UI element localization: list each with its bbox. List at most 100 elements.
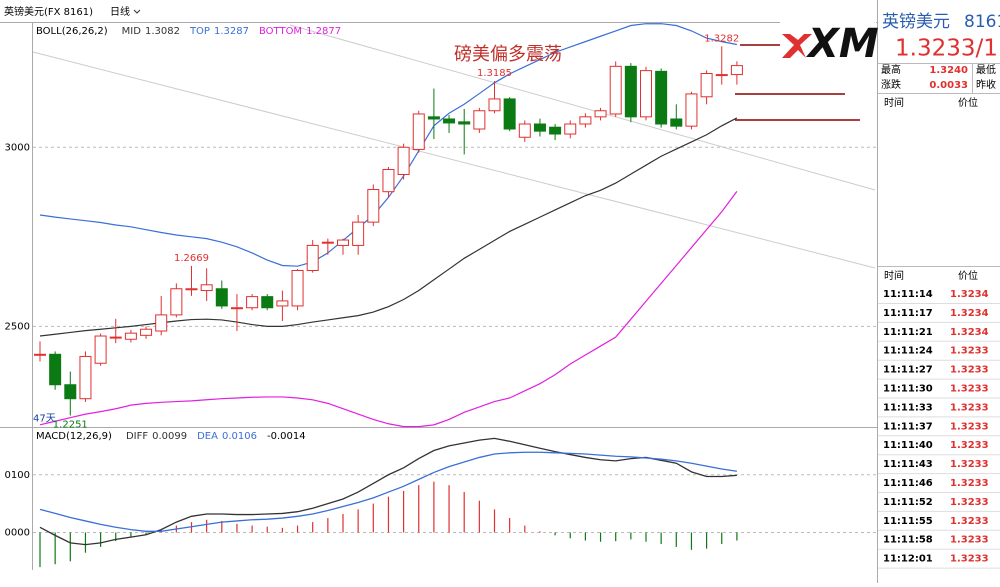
tick-time: 11:11:52 [883,497,933,508]
candle-body [367,189,380,223]
symbol: 英镑美元(FX 8161) [4,5,93,18]
candle-body [443,118,456,124]
tick-time: 11:11:43 [883,459,933,470]
legend-name: MID [122,26,142,37]
tick-time: 11:11:14 [883,289,933,300]
candle-body [473,110,486,130]
candle-body [488,98,501,112]
candle-body [79,355,92,400]
trend-line [289,24,876,191]
candle-body [49,353,62,386]
indicator-label: BOLL(26,26,2) [36,26,108,37]
price-annotation: 1.3282 [704,33,739,44]
column-header: 价位 [958,269,978,282]
tick-price: 1.3233 [950,459,989,470]
quote-panel: 英镑美元81611.3233/1.最高1.3240最低涨跌0.0033昨收时间价… [878,12,1000,569]
price-annotation: 1.3185 [477,68,512,79]
candle-body [109,336,122,339]
candle-body [155,314,168,332]
y-tick-label: 0100 [5,470,30,481]
tick-time: 11:11:40 [883,440,933,451]
candle-body [655,70,668,125]
candle-body [609,65,622,115]
candle-body [382,168,395,193]
stat-value: 1.3240 [929,65,968,76]
boll-line [39,23,738,267]
tick-price: 1.3233 [950,365,989,376]
chart-title: 磅美偏多震荡 [454,44,562,65]
candle-body [352,221,365,246]
stat-label: 涨跌 [881,78,901,91]
candle-body [518,123,531,138]
stat-label: 昨收 [976,78,996,91]
candle-body [215,288,228,307]
stat-label: 最低 [976,63,996,76]
macd-line [39,451,737,532]
tick-time: 11:11:33 [883,402,933,413]
indicator-label: MACD(12,26,9) [36,431,112,442]
tick-price: 1.3234 [950,289,989,300]
tick-price: 1.3233 [950,478,989,489]
tick-time: 11:11:30 [883,384,933,395]
legend-name: DEA [197,431,218,442]
candle-body [730,65,743,76]
candle-body [670,118,683,127]
candle-body [427,116,440,120]
dropdown-icon [133,9,141,14]
day-count: 47天 [33,414,56,425]
candle-body [624,65,637,118]
tick-price: 1.3233 [950,497,989,508]
candle-body [246,296,259,309]
quote-code: 8161 [964,12,1000,32]
trend-line [32,51,876,269]
legend-value: 1.3287 [214,26,249,37]
candle-body [261,296,274,309]
logo-mark [782,34,812,58]
tick-price: 1.3233 [950,516,989,527]
candle-body [640,70,652,118]
quote-name: 英镑美元 [882,12,950,32]
legend-value: 0.0099 [152,431,187,442]
period: 日线 [110,5,130,18]
candle-body [700,73,713,98]
price-annotation: 1.2669 [174,253,209,264]
tick-price: 1.3233 [950,421,989,432]
legend-name: BOTTOM [259,26,302,37]
candle-body [230,307,243,310]
tick-price: 1.3233 [950,535,989,546]
candle-body [685,93,698,127]
candle-body [564,123,577,135]
tick-time: 11:11:17 [883,308,933,319]
tick-time: 11:11:55 [883,516,933,527]
candle-body [503,98,516,130]
candle-body [185,288,198,291]
logo: XM [805,21,879,67]
candle-body [337,239,349,246]
candle-body [533,123,546,132]
legend-name: DIFF [126,431,148,442]
candle-body [549,126,562,135]
tick-price: 1.3234 [950,308,989,319]
tick-time: 11:11:46 [883,478,933,489]
stat-value: 0.0033 [929,80,968,91]
quote-price: 1.3233/1. [895,36,1000,62]
tick-time: 11:12:01 [883,554,933,565]
tick-time: 11:11:24 [883,346,933,357]
candle-body [291,269,304,307]
column-header: 时间 [884,269,904,282]
legend-value: 1.2877 [306,26,341,37]
legend-value: 1.3082 [145,26,180,37]
candle-body [458,121,471,125]
boll-line [39,190,738,428]
column-header: 时间 [884,96,904,109]
candle-body [276,300,289,307]
tick-time: 11:11:58 [883,535,933,546]
tick-time: 11:11:37 [883,421,933,432]
tick-price: 1.3233 [950,384,989,395]
candle-body [200,284,213,292]
legend-value: 0.0106 [222,431,257,442]
price-annotation: 1.2251 [53,420,88,431]
